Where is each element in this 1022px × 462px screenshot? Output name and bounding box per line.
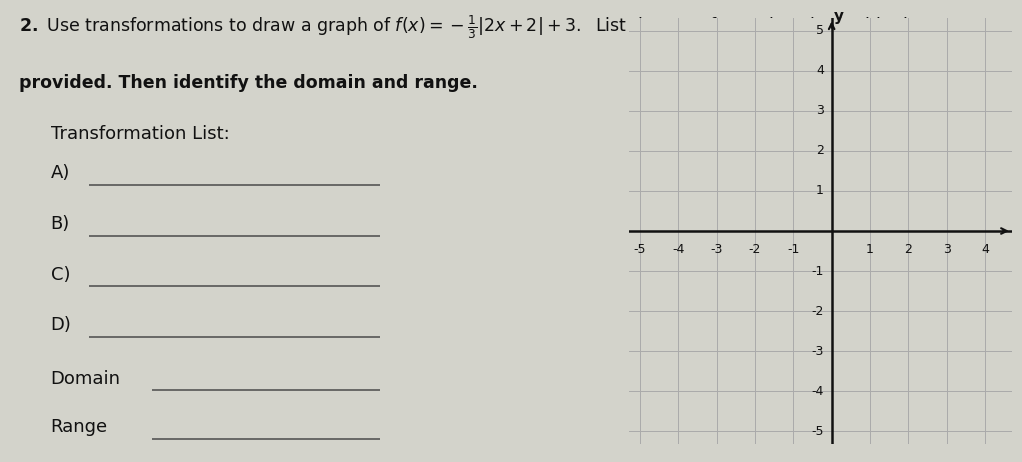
Text: -2: -2 [749,243,761,256]
Text: -1: -1 [787,243,799,256]
Text: A): A) [51,164,71,182]
Text: y: y [834,10,843,24]
Text: 2: 2 [817,144,824,157]
Text: 3: 3 [817,104,824,117]
Text: -5: -5 [634,243,646,256]
Text: Domain: Domain [51,370,121,388]
Text: 2: 2 [904,243,913,256]
Text: -4: -4 [811,385,824,398]
Text: Transformation List:: Transformation List: [51,125,230,143]
Text: 1: 1 [817,184,824,197]
Text: -2: -2 [811,305,824,318]
Text: 4: 4 [817,64,824,77]
Text: -5: -5 [811,425,824,438]
Text: -3: -3 [811,345,824,358]
Text: provided. Then identify the domain and range.: provided. Then identify the domain and r… [19,74,478,92]
Text: -4: -4 [672,243,685,256]
Text: -1: -1 [811,265,824,278]
Text: Range: Range [51,418,107,436]
Text: 3: 3 [942,243,950,256]
Text: 4: 4 [981,243,989,256]
Text: B): B) [51,215,69,233]
Text: D): D) [51,316,72,334]
Text: $\mathbf{2.}$ Use transformations to draw a graph of $f(x) = -\frac{1}{3}|2x + 2: $\mathbf{2.}$ Use transformations to dra… [19,14,923,42]
Text: 1: 1 [866,243,874,256]
Text: C): C) [51,266,71,284]
Text: 5: 5 [816,24,824,37]
Text: -3: -3 [710,243,723,256]
